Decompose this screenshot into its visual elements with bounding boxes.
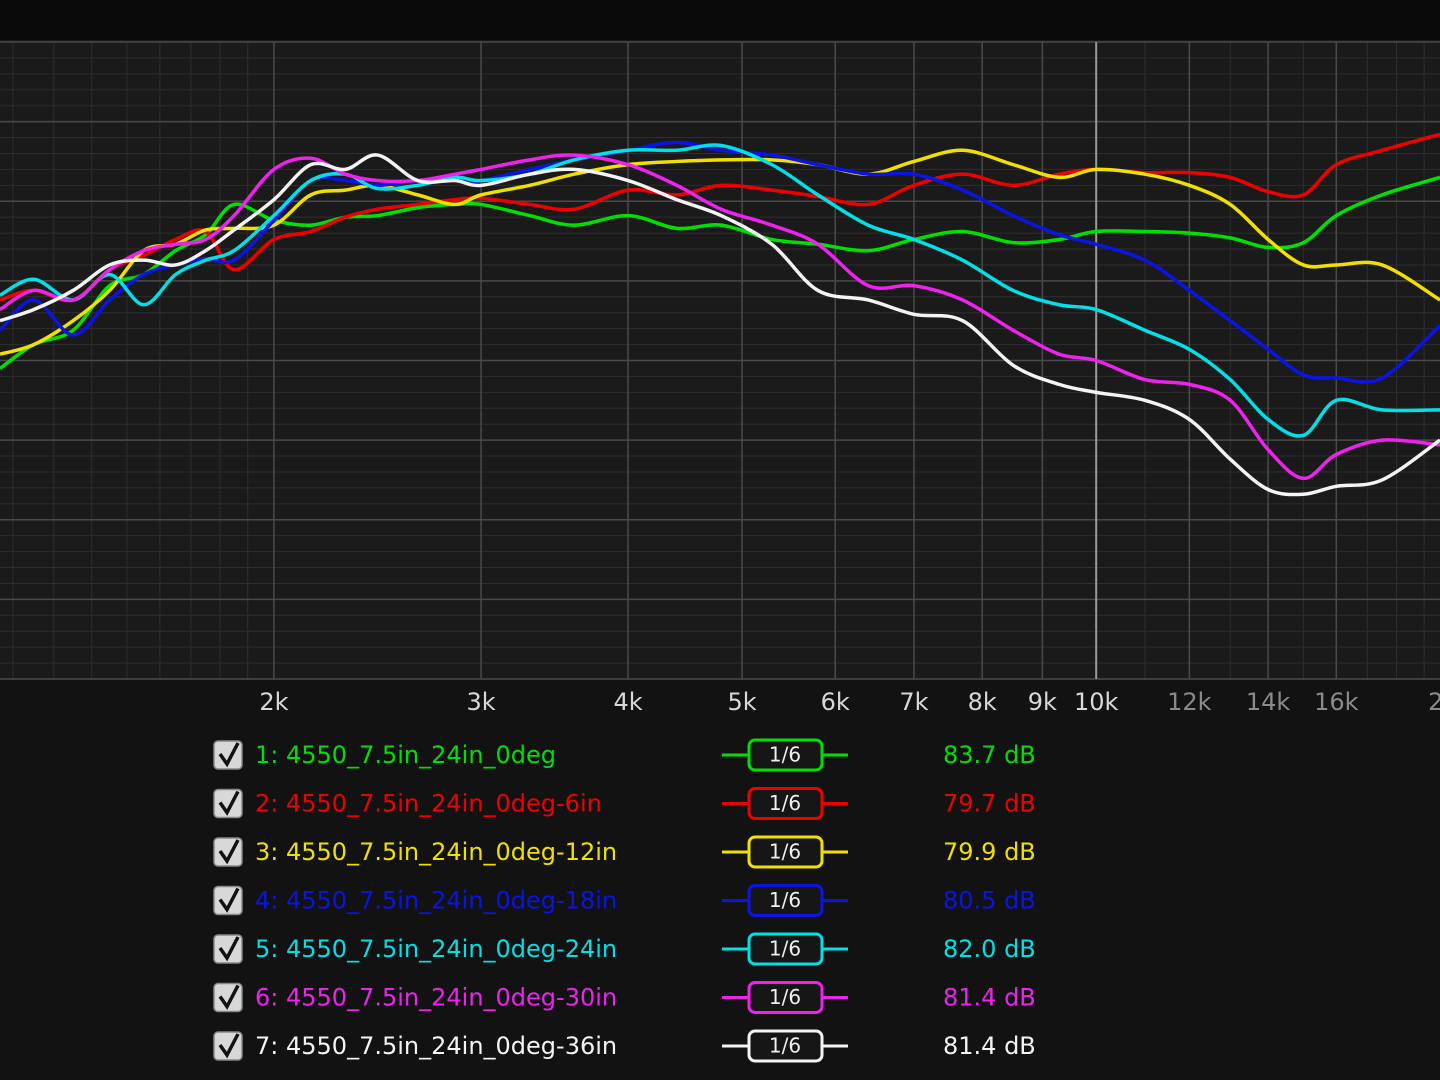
check-mark xyxy=(218,790,240,816)
curve xyxy=(0,153,1440,481)
legend-name: 6: 4550_7.5in_24in_0deg-30in xyxy=(255,984,617,1012)
legend-name: 1: 4550_7.5in_24in_0deg xyxy=(255,741,556,769)
smoothing-label: 1/6 xyxy=(769,937,801,961)
legend-name: 5: 4550_7.5in_24in_0deg-24in xyxy=(255,935,617,963)
smoothing-box[interactable] xyxy=(747,932,824,966)
x-tick-label: 20k xyxy=(1428,688,1440,716)
level-label: 81.4 dB xyxy=(943,1032,1036,1060)
legend-entry: 2: 4550_7.5in_24in_0deg-6in 1/6 79.7 dB xyxy=(213,787,1036,820)
curve xyxy=(0,175,1440,370)
smoothing-box[interactable] xyxy=(747,835,824,869)
check-mark xyxy=(218,742,240,768)
smoothing-label: 1/6 xyxy=(769,888,801,912)
legend-name: 3: 4550_7.5in_24in_0deg-12in xyxy=(255,838,617,866)
x-tick-label: 12k xyxy=(1167,688,1212,716)
check-mark xyxy=(218,936,240,962)
x-tick-label: 10k xyxy=(1074,688,1119,716)
legend-entry: 3: 4550_7.5in_24in_0deg-12in 1/6 79.9 dB xyxy=(213,835,1036,869)
x-tick-label: 14k xyxy=(1246,688,1291,716)
smoothing-label: 1/6 xyxy=(769,985,801,1009)
curve xyxy=(0,153,1440,497)
level-label: 80.5 dB xyxy=(943,887,1036,915)
x-tick-label: 9k xyxy=(1028,688,1057,716)
check-mark xyxy=(218,984,240,1010)
legend-entry: 5: 4550_7.5in_24in_0deg-24in 1/6 82.0 dB xyxy=(213,932,1036,966)
smoothing-label: 1/6 xyxy=(769,791,801,815)
level-label: 83.7 dB xyxy=(943,741,1036,769)
smoothing-box[interactable] xyxy=(747,787,824,820)
check-mark xyxy=(218,887,240,913)
smoothing-label: 1/6 xyxy=(769,1034,801,1058)
check-mark xyxy=(218,839,240,865)
curve xyxy=(0,143,1440,438)
x-axis: 2k 3k 4k 5k 6k 7k 8k 9k 10k 12k 14k 16k 20k xyxy=(259,688,1440,716)
x-tick-label: 6k xyxy=(821,688,850,716)
legend-entry: 6: 4550_7.5in_24in_0deg-30in 1/6 81.4 dB xyxy=(213,981,1036,1014)
legend: 1: 4550_7.5in_24in_0deg 1/6 83.7 dB 2: 4550… xyxy=(213,738,1036,1063)
smoothing-label: 1/6 xyxy=(769,743,801,767)
smoothing-box[interactable] xyxy=(747,981,824,1014)
legend-entry: 4: 4550_7.5in_24in_0deg-18in 1/6 80.5 dB xyxy=(213,884,1036,917)
smoothing-box[interactable] xyxy=(747,738,824,772)
legend-name: 4: 4550_7.5in_24in_0deg-18in xyxy=(255,887,617,915)
x-tick-label: 5k xyxy=(727,688,756,716)
curve xyxy=(0,140,1440,384)
x-tick-label: 4k xyxy=(613,688,642,716)
smoothing-label: 1/6 xyxy=(769,840,801,864)
x-tick-label: 7k xyxy=(899,688,928,716)
x-tick-label: 8k xyxy=(968,688,997,716)
legend-entry: 7: 4550_7.5in_24in_0deg-36in 1/6 81.4 dB xyxy=(213,1029,1036,1063)
level-label: 79.7 dB xyxy=(943,790,1036,818)
level-label: 81.4 dB xyxy=(943,984,1036,1012)
curve xyxy=(0,148,1440,356)
smoothing-box[interactable] xyxy=(747,884,824,917)
x-tick-label: 16k xyxy=(1314,688,1359,716)
legend-name: 7: 4550_7.5in_24in_0deg-36in xyxy=(255,1032,617,1060)
x-tick-label: 2k xyxy=(259,688,288,716)
legend-name: 2: 4550_7.5in_24in_0deg-6in xyxy=(255,790,602,818)
top-bar xyxy=(0,0,1440,40)
grid xyxy=(0,41,1440,680)
legend-entry: 1: 4550_7.5in_24in_0deg 1/6 83.7 dB xyxy=(213,738,1036,772)
level-label: 82.0 dB xyxy=(943,935,1036,963)
level-label: 79.9 dB xyxy=(943,838,1036,866)
check-mark xyxy=(218,1033,240,1059)
x-tick-label: 3k xyxy=(466,688,495,716)
smoothing-box[interactable] xyxy=(747,1029,824,1063)
curves xyxy=(0,132,1440,497)
